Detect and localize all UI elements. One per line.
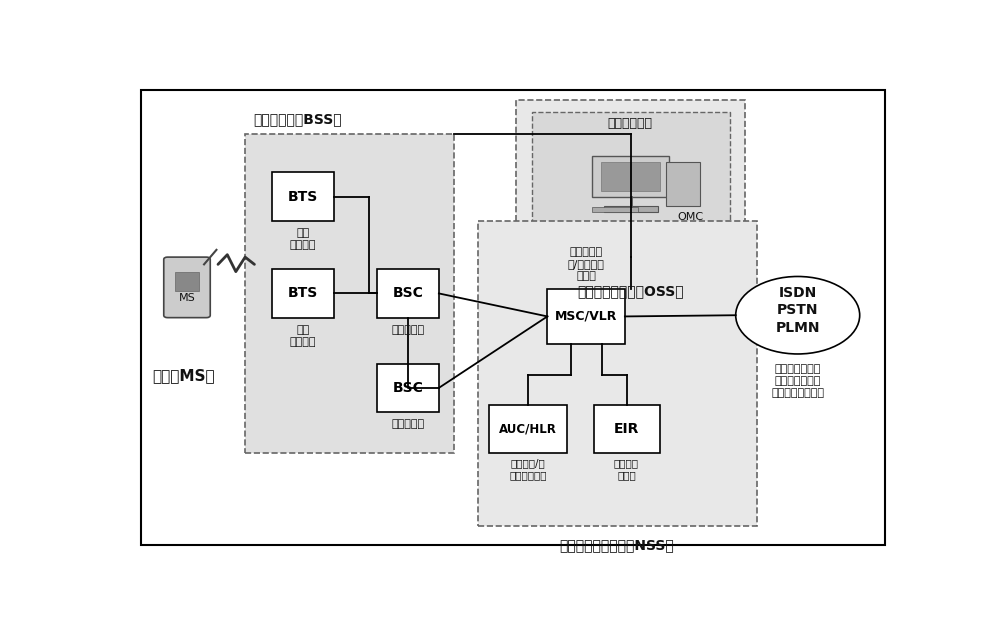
FancyBboxPatch shape [592,157,669,197]
FancyBboxPatch shape [377,364,439,412]
Text: 基站子系统（BSS）: 基站子系统（BSS） [253,113,342,126]
Text: BSC: BSC [392,286,423,301]
Text: 基站
收发信机: 基站 收发信机 [290,325,316,347]
FancyBboxPatch shape [666,162,700,206]
FancyBboxPatch shape [175,272,199,291]
Text: AUC/HLR: AUC/HLR [499,423,557,435]
Text: 综合业务数字网
公共交换电话网
公共陆地移动网络: 综合业务数字网 公共交换电话网 公共陆地移动网络 [771,364,824,398]
Text: OMC: OMC [677,211,703,221]
Text: MSC/VLR: MSC/VLR [555,310,617,323]
FancyBboxPatch shape [164,257,210,318]
Text: EIR: EIR [614,422,640,436]
FancyBboxPatch shape [377,269,439,318]
Text: 操作维护子系统（OSS）: 操作维护子系统（OSS） [577,284,684,298]
FancyBboxPatch shape [547,289,625,344]
Text: ISDN
PSTN
PLMN: ISDN PSTN PLMN [775,286,820,335]
FancyBboxPatch shape [272,269,334,318]
FancyBboxPatch shape [604,206,658,211]
FancyBboxPatch shape [601,162,660,191]
Text: BTS: BTS [288,189,318,204]
Text: 基站
收发信机: 基站 收发信机 [290,228,316,250]
Text: 设备识别
寄存器: 设备识别 寄存器 [614,458,639,481]
FancyBboxPatch shape [140,90,885,545]
Text: BSC: BSC [392,381,423,395]
FancyBboxPatch shape [516,99,745,269]
Text: 操作维护中心: 操作维护中心 [608,116,653,130]
FancyBboxPatch shape [594,405,660,454]
Text: 基站控制器: 基站控制器 [391,420,424,430]
Text: MS: MS [179,293,195,303]
FancyBboxPatch shape [532,112,730,257]
FancyBboxPatch shape [489,405,567,454]
Text: 手机（MS）: 手机（MS） [152,368,214,383]
Text: BTS: BTS [288,286,318,301]
Text: 鉴权中心/归
属位置寄存器: 鉴权中心/归 属位置寄存器 [509,458,547,481]
Text: 移动交换中
心/拜访位置
寄存器: 移动交换中 心/拜访位置 寄存器 [568,247,605,281]
Circle shape [736,277,860,354]
FancyBboxPatch shape [245,133,454,454]
Text: 基站控制器: 基站控制器 [391,325,424,335]
Text: 网络与交换子系统（NSS）: 网络与交换子系统（NSS） [560,538,674,552]
FancyBboxPatch shape [478,221,757,526]
FancyBboxPatch shape [592,207,638,211]
FancyBboxPatch shape [272,172,334,221]
